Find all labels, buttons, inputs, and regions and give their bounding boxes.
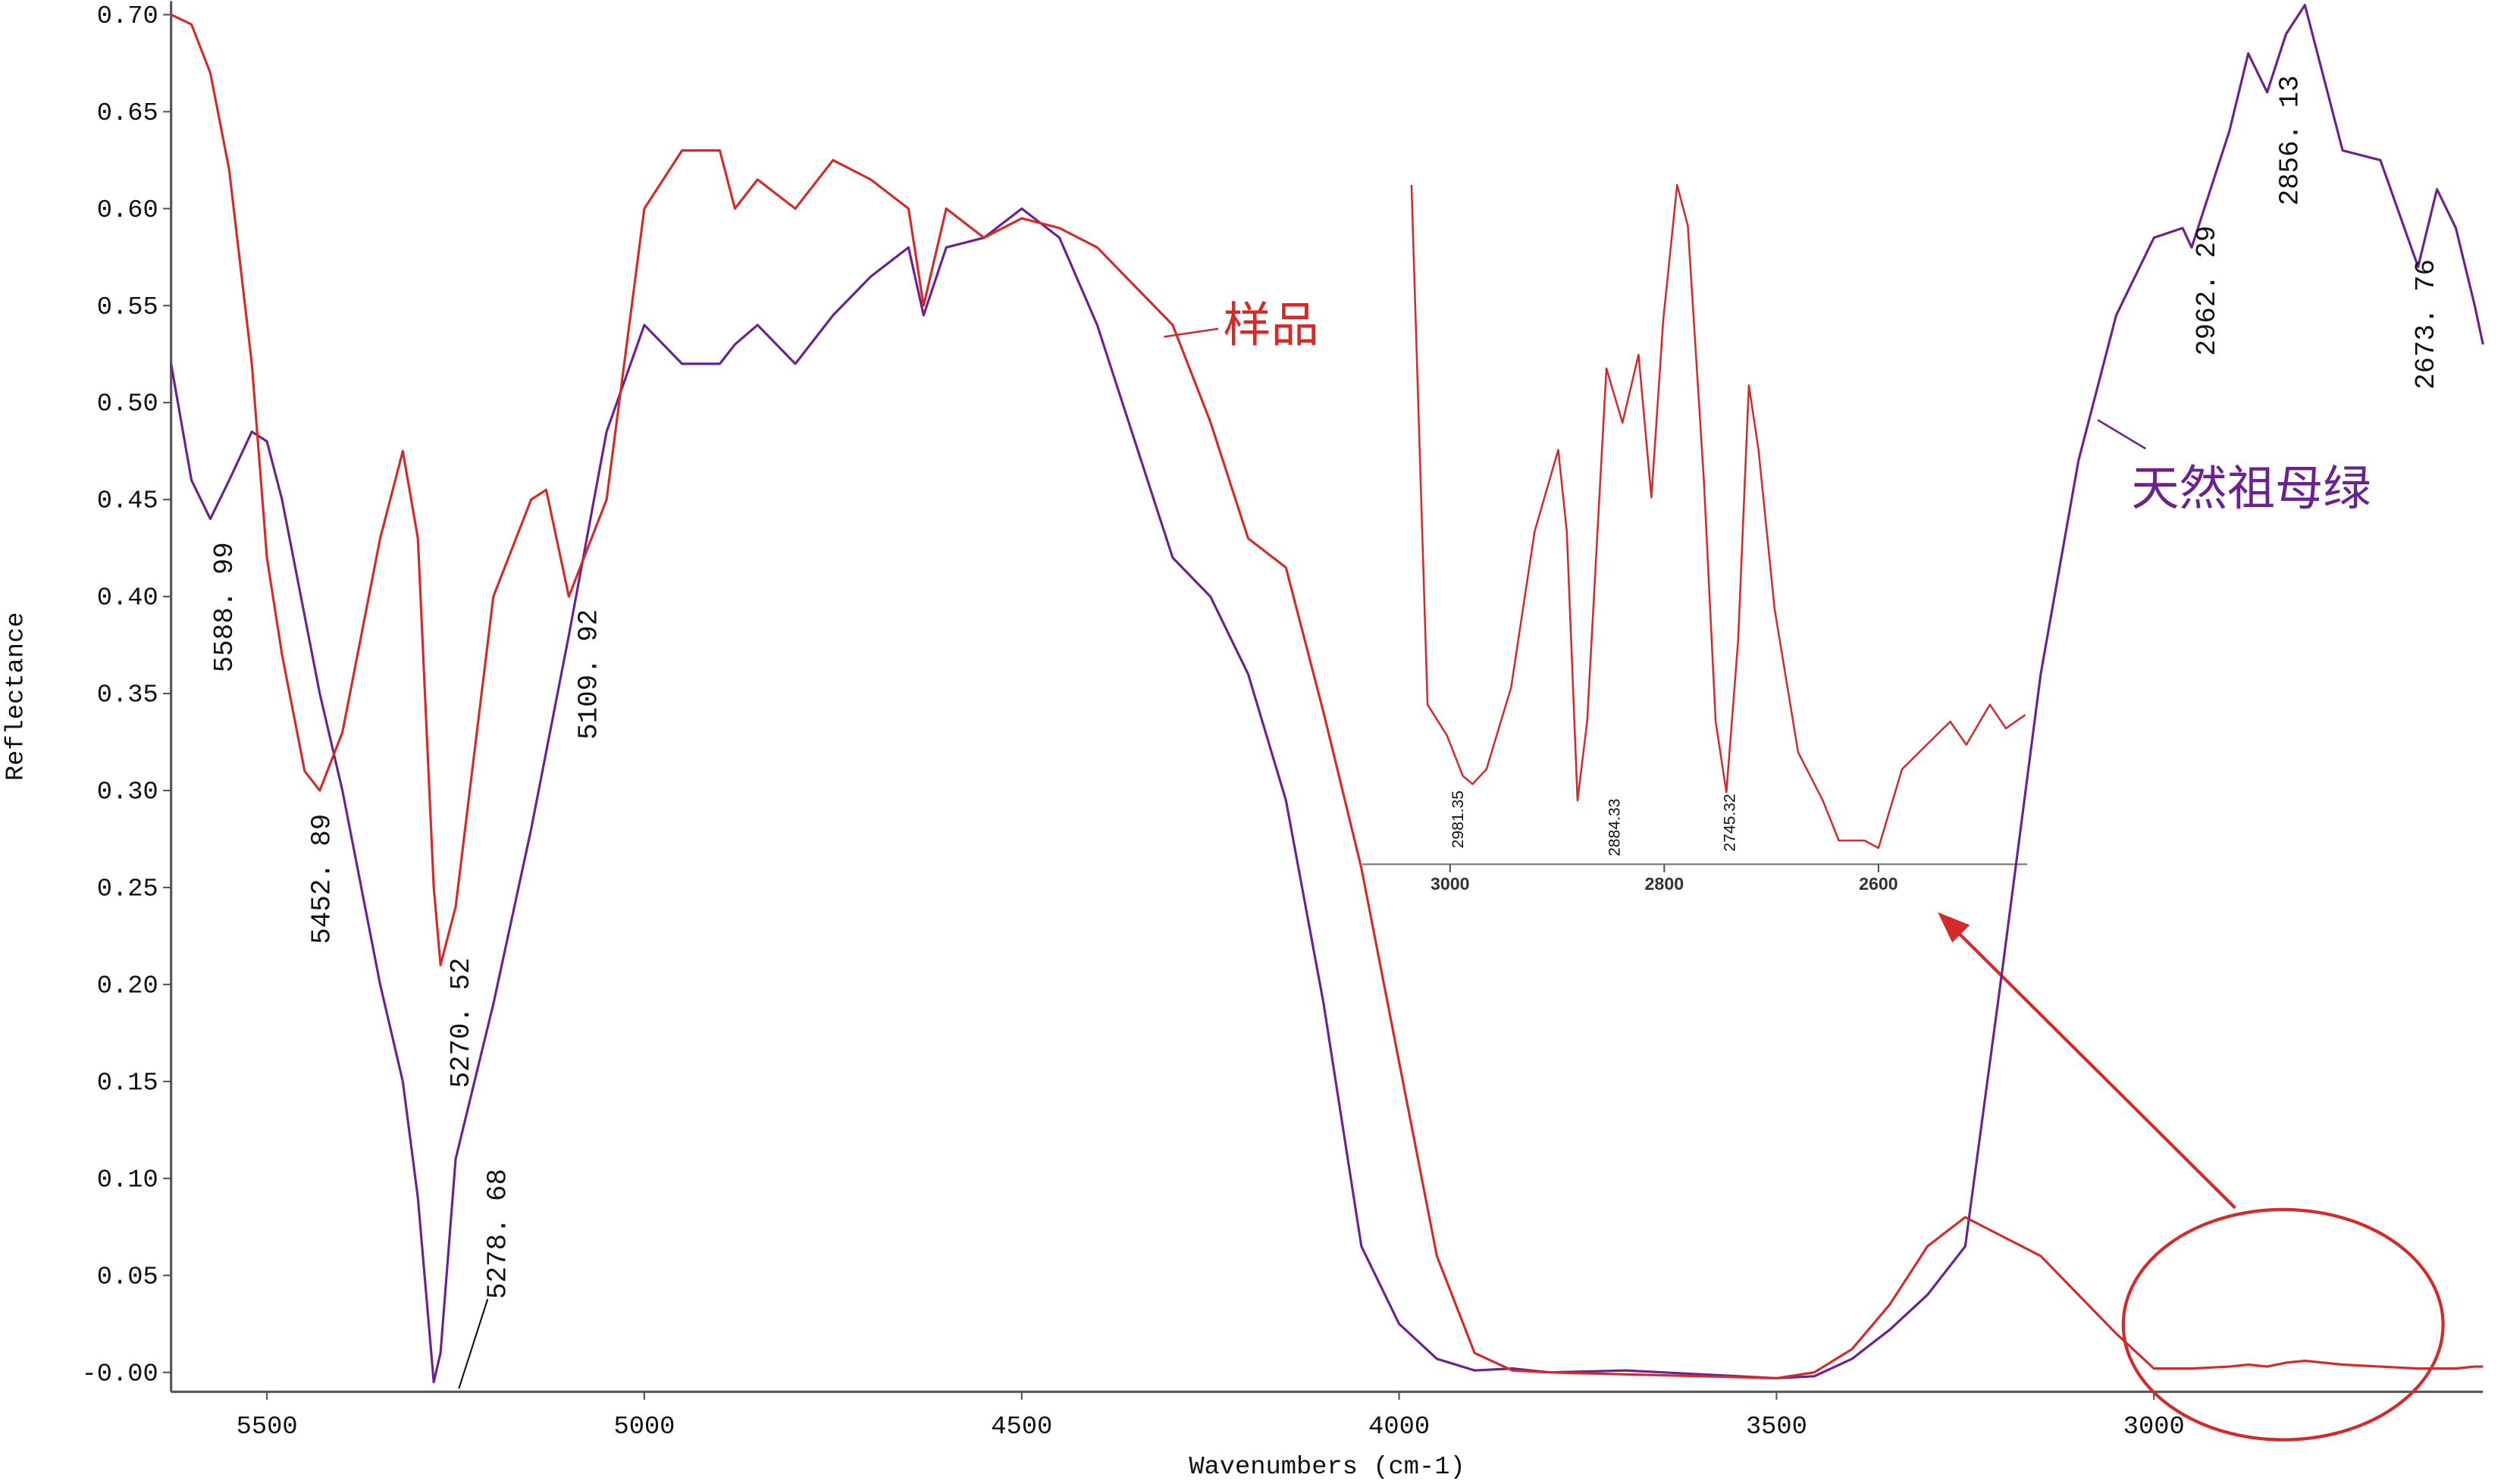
peak-label: 2962. 29 bbox=[2192, 226, 2223, 356]
y-tick-label: 0.05 bbox=[97, 1263, 158, 1291]
x-tick-label: 2800 bbox=[1645, 874, 1684, 894]
x-tick-label: 3000 bbox=[2123, 1413, 2185, 1442]
series-line bbox=[170, 13, 2483, 1380]
peak-label: 2856. 13 bbox=[2275, 75, 2306, 205]
y-tick-label: 0.30 bbox=[97, 778, 158, 807]
y-tick-label: 0.65 bbox=[97, 99, 158, 128]
x-tick-label: 4000 bbox=[1368, 1413, 1430, 1442]
series-line bbox=[1410, 183, 2026, 850]
y-tick-label: 0.60 bbox=[97, 196, 158, 225]
y-tick-label: -0.00 bbox=[82, 1360, 158, 1389]
peak-label: 2673. 76 bbox=[2411, 259, 2442, 390]
x-tick-label: 5500 bbox=[237, 1413, 298, 1442]
x-tick-label: 2600 bbox=[1859, 874, 1898, 894]
series-label: 样品 bbox=[1223, 297, 1319, 353]
series-label-leader bbox=[1164, 327, 1219, 338]
highlight-ellipse bbox=[2121, 1207, 2445, 1442]
callout-arrowhead bbox=[1938, 912, 1970, 943]
peak-label: 5452. 89 bbox=[306, 814, 337, 944]
y-tick-label: 0.20 bbox=[97, 972, 158, 1000]
peak-label: 5109. 92 bbox=[574, 609, 605, 740]
x-tick-label: 4500 bbox=[991, 1413, 1052, 1442]
y-tick-label: 0.35 bbox=[97, 681, 158, 710]
x-tick-label: 5000 bbox=[613, 1413, 675, 1442]
series-line bbox=[170, 3, 2484, 1384]
y-tick-label: 0.40 bbox=[97, 584, 158, 613]
x-tick-label: 3500 bbox=[1746, 1413, 1807, 1442]
peak-label: 2884.33 bbox=[1606, 799, 1623, 856]
peak-label: 5270. 52 bbox=[446, 958, 477, 1088]
y-tick-label: 0.25 bbox=[97, 875, 158, 904]
y-tick-label: 0.70 bbox=[97, 2, 158, 31]
y-tick-label: 0.10 bbox=[97, 1166, 158, 1194]
series-label: 天然祖母绿 bbox=[2131, 460, 2371, 516]
peak-label: 5278. 68 bbox=[482, 1169, 513, 1299]
annotation-leader bbox=[458, 1298, 489, 1389]
y-tick-label: 0.50 bbox=[97, 390, 158, 419]
y-tick-label: 0.45 bbox=[97, 487, 158, 516]
y-axis-label: Reflectance bbox=[2, 612, 31, 781]
peak-label: 2981.35 bbox=[1449, 791, 1467, 848]
y-tick-label: 0.55 bbox=[97, 293, 158, 322]
x-axis-label: Wavenumbers (cm-1) bbox=[1189, 1453, 1465, 1482]
peak-label: 2745.32 bbox=[1721, 794, 1738, 851]
y-tick-label: 0.15 bbox=[97, 1069, 158, 1097]
series-label-leader bbox=[2097, 418, 2147, 450]
x-tick-label: 3000 bbox=[1431, 874, 1470, 894]
peak-label: 5588. 99 bbox=[209, 542, 240, 672]
